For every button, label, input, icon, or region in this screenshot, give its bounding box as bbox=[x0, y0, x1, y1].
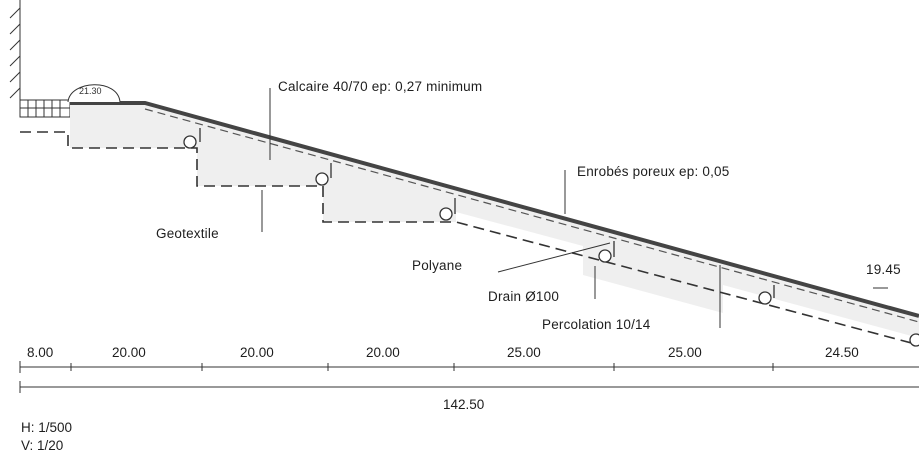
kerb-grid bbox=[19, 99, 71, 118]
dim-segment-1: 8.00 bbox=[27, 345, 54, 360]
elevation-start: 21.30 bbox=[79, 86, 102, 96]
label-polyane: Polyane bbox=[412, 258, 463, 273]
label-calcaire: Calcaire 40/70 ep: 0,27 minimum bbox=[278, 79, 483, 94]
drain-pipes bbox=[183, 128, 919, 347]
dim-segment-7: 24.50 bbox=[825, 345, 859, 360]
geotextile-line bbox=[20, 131, 919, 346]
dim-total: 142.50 bbox=[443, 397, 485, 412]
dimension-lines bbox=[19, 361, 919, 393]
label-percolation: Percolation 10/14 bbox=[542, 317, 651, 332]
wall-hatch bbox=[9, 0, 21, 100]
dim-segment-3: 20.00 bbox=[240, 345, 274, 360]
dim-segment-6: 25.00 bbox=[668, 345, 702, 360]
polyane-line bbox=[144, 108, 919, 323]
elevation-end: 19.45 bbox=[866, 262, 901, 277]
scale-vertical: V: 1/20 bbox=[21, 438, 64, 453]
label-drain: Drain Ø100 bbox=[488, 289, 560, 304]
enrobes-layer bbox=[70, 101, 919, 318]
elevation-marker bbox=[67, 84, 121, 103]
scale-horizontal: H: 1/500 bbox=[21, 420, 73, 435]
gravel-layer bbox=[70, 104, 919, 338]
dim-segment-4: 20.00 bbox=[366, 345, 400, 360]
leader-lines bbox=[261, 88, 888, 328]
dim-segment-2: 20.00 bbox=[112, 345, 146, 360]
label-enrobes: Enrobés poreux ep: 0,05 bbox=[577, 164, 730, 179]
dim-segment-5: 25.00 bbox=[507, 345, 541, 360]
label-geotextile: Geotextile bbox=[156, 226, 219, 241]
